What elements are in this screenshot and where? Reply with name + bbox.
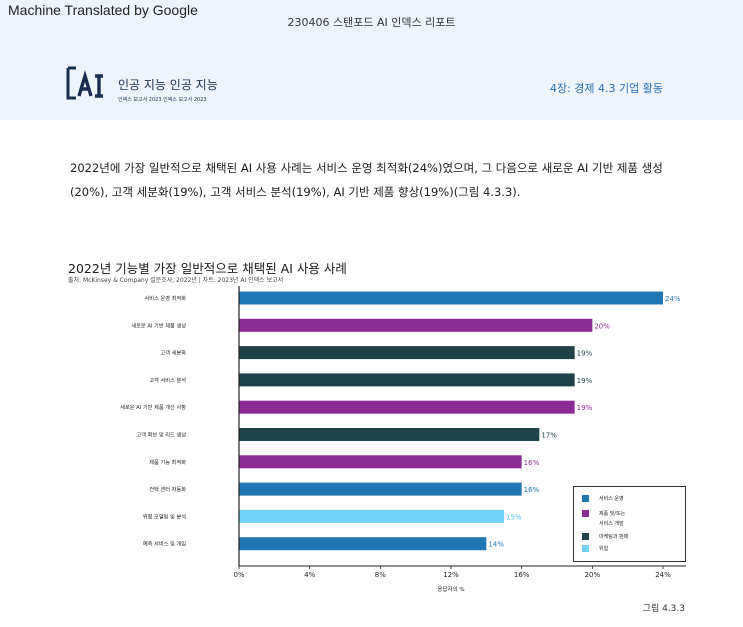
bar [239, 455, 522, 469]
category-label: 컨택 센터 자동화 [149, 485, 186, 493]
data-label: 14% [488, 541, 504, 549]
x-tick-label: 4% [304, 571, 315, 579]
category-label: 위험 모델링 및 분석 [143, 512, 186, 520]
legend-swatch [582, 495, 589, 502]
legend-swatch [582, 510, 589, 517]
bar [239, 400, 575, 414]
legend-label: 위험 [599, 546, 609, 552]
x-tick-label: 12% [443, 571, 459, 579]
legend-label: 서비스 개발 [599, 521, 624, 527]
data-label: 19% [577, 377, 593, 385]
chart-source: 출처: McKinsey & Company 설문조사, 2022년 | 차트:… [68, 277, 284, 284]
x-tick-label: 20% [585, 571, 601, 579]
intro-paragraph: 2022년에 가장 일반적으로 채택된 AI 사용 사례는 서비스 운영 최적화… [70, 161, 663, 199]
category-label: 예측 서비스 및 개입 [143, 540, 186, 548]
ai-index-logo-icon [66, 66, 103, 100]
figure-label: 그림 4.3.3 [642, 604, 685, 614]
legend-swatch [582, 545, 589, 552]
x-tick-label: 0% [233, 571, 244, 579]
category-label: 고객 확보 및 리드 생성 [136, 431, 186, 439]
legend-swatch [582, 533, 589, 540]
chapter-label: 4장: 경제 4.3 기업 활동 [549, 82, 663, 95]
data-label: 19% [577, 404, 593, 412]
legend-item: 서비스 운영 [582, 495, 624, 502]
bar [239, 537, 487, 551]
brand-subtitle: 인덱스 보고서 2023 인덱스 보고서 2023 [118, 97, 207, 103]
category-label: 서비스 운영 최적화 [145, 294, 187, 302]
bar [239, 509, 504, 523]
category-label: 새로운 AI 기반 제품 생성 [131, 321, 186, 329]
data-label: 20% [594, 322, 610, 330]
legend-item: 제품 및/또는 [582, 510, 625, 517]
data-label: 24% [665, 295, 681, 303]
bar [239, 346, 575, 360]
data-label: 19% [577, 350, 593, 358]
legend-item: 서비스 개발 [582, 520, 624, 527]
x-tick-label: 24% [655, 571, 671, 579]
legend-label: 마케팅과 판매 [599, 534, 629, 540]
x-axis-label: 응답자의 % [437, 585, 464, 593]
data-label: 15% [506, 513, 522, 521]
x-tick-label: 8% [375, 571, 386, 579]
brand-title: 인공 지능 인공 지능 [118, 78, 218, 92]
category-label: 고객 세분화 [160, 349, 186, 357]
page-header: Machine Translated by Google 230406 스탠포드… [0, 0, 743, 120]
bar [239, 291, 663, 305]
document-title: 230406 스탠포드 AI 인덱스 리포트 [287, 16, 456, 29]
legend-item: 위험 [582, 545, 608, 552]
chart-title: 2022년 기능별 가장 일반적으로 채택된 AI 사용 사례 [68, 261, 347, 276]
data-label: 16% [524, 486, 540, 494]
bar [239, 428, 540, 441]
category-label: 새로운 AI 기반 제품 개선 사항 [120, 403, 186, 411]
legend-label: 서비스 운영 [599, 496, 624, 502]
bar-chart: 서비스 운영 최적화 24% 새로운 AI 기반 제품 생성 20% 고객 세분화 19%… [120, 286, 686, 593]
bar [239, 373, 575, 387]
legend-swatch [582, 520, 589, 527]
data-label: 16% [524, 459, 540, 467]
bar [239, 318, 593, 332]
legend-item: 마케팅과 판매 [582, 533, 628, 540]
category-label: 고객 서비스 분석 [149, 376, 186, 384]
category-label: 제품 기능 최적화 [149, 458, 186, 466]
machine-translated-label: Machine Translated by Google [8, 2, 198, 18]
legend-label: 제품 및/또는 [599, 511, 626, 517]
bar [239, 482, 522, 496]
x-tick-label: 16% [514, 571, 530, 579]
data-label: 17% [541, 432, 557, 440]
